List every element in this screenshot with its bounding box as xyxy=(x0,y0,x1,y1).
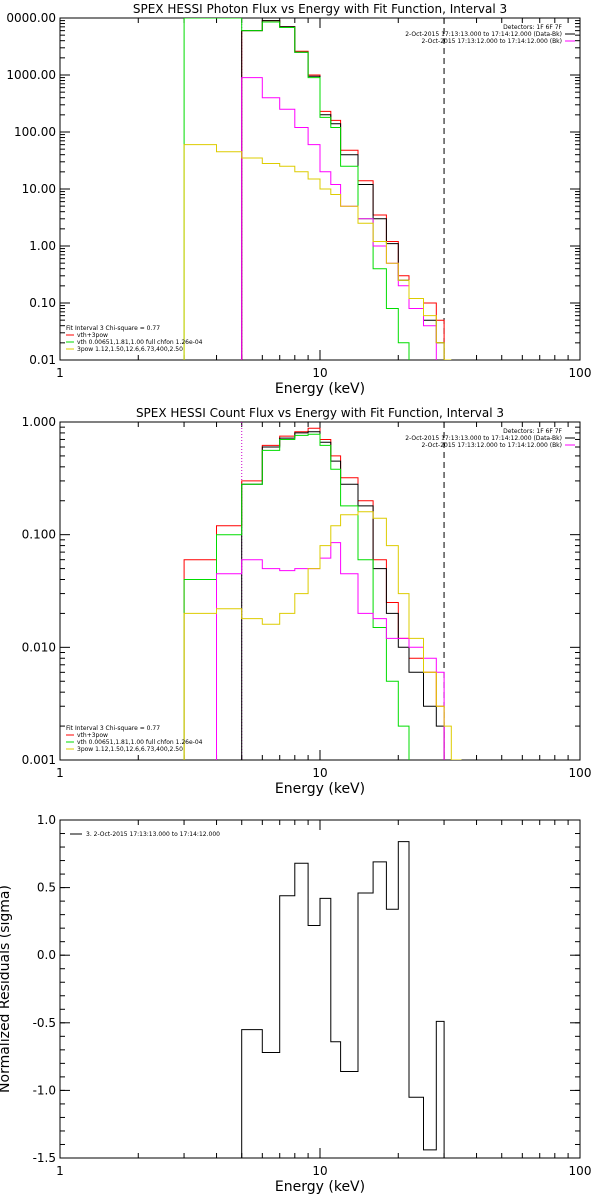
panel-2-legend-entry: 3pow 1.12,1.50,12.6,6.73,400,2.50 xyxy=(77,746,183,753)
panel-3-ytick-label: 1.0 xyxy=(37,813,56,827)
panel-2-info-line: Detectors: 1F 6F 7F xyxy=(503,428,562,435)
panel-2-title: SPEX HESSI Count Flux vs Energy with Fit… xyxy=(136,406,504,420)
panel-2-xtick-label: 100 xyxy=(569,766,592,780)
series-data xyxy=(241,431,445,760)
panel-1-legend-entry: Fit Interval 3 Chi-square = 0.77 xyxy=(66,325,160,332)
series-vth-3pow xyxy=(241,20,445,360)
series-3pow-low xyxy=(183,144,452,360)
panel-1-ytick-label: 0.01 xyxy=(29,353,56,367)
panel-2-ytick-label: 0.010 xyxy=(22,640,56,654)
panel-2-xtick-label: 1 xyxy=(56,766,64,780)
panel-1-ytick-label: 10.00 xyxy=(22,182,56,196)
panel-1-xtick-label: 10 xyxy=(312,366,327,380)
panel-2-xlabel: Energy (keV) xyxy=(275,781,365,797)
panel-1-xtick-label: 1 xyxy=(56,366,64,380)
panel-2-xtick-label: 10 xyxy=(312,766,327,780)
series-vth xyxy=(183,433,410,760)
panel-2-legend-entry: vth+3pow xyxy=(77,732,108,739)
panel-3-ytick-label: 0.0 xyxy=(37,948,56,962)
panel-3-frame xyxy=(59,819,581,1159)
panel-1-info-line: Detectors: 1F 6F 7F xyxy=(503,24,562,31)
panel-3-ytick-label: -0.5 xyxy=(33,1016,56,1030)
series-3pow xyxy=(216,542,445,760)
panel-3-xlabel: Energy (keV) xyxy=(275,1179,365,1195)
panel-1-series-group xyxy=(183,18,452,360)
panel-1-ytick-label: 0000.00 xyxy=(6,11,56,25)
series-vth xyxy=(183,18,410,360)
series-data xyxy=(241,20,445,360)
panel-2-ytick-label: 1.000 xyxy=(22,415,56,429)
panel-1-legend-entry: vth+3pow xyxy=(77,332,108,339)
panel-1-info-line: 2-Oct-2015 17:13:12.000 to 17:14:12.000 … xyxy=(422,38,563,45)
panel-2-ytick-label: 0.001 xyxy=(22,753,56,767)
panel-1-xtick-label: 100 xyxy=(569,366,592,380)
panel-3-xtick-label: 1 xyxy=(56,1164,64,1178)
panel-3-ylabel: Normalized Residuals (sigma) xyxy=(0,885,13,1093)
panel-2-frame xyxy=(59,421,581,761)
series-3-2-oct-2015-17-13-13-000-to-17-14-12-000 xyxy=(241,841,445,1158)
panel-1-ytick-label: 100.00 xyxy=(14,125,56,139)
panel-3-series-group xyxy=(241,841,445,1158)
panel-1-info-line: 2-Oct-2015 17:13:13.000 to 17:14:12.000 … xyxy=(405,31,562,38)
panel-1-ytick-label: 1000.00 xyxy=(6,68,56,82)
panel-2-info-line: 2-Oct-2015 17:13:13.000 to 17:14:12.000 … xyxy=(405,435,562,442)
panel-3-ytick-label: -1.5 xyxy=(33,1151,56,1165)
panel-3-ytick-label: 0.5 xyxy=(37,881,56,895)
panel-3-ytick-label: -1.0 xyxy=(33,1083,56,1097)
panel-2-ytick-label: 0.100 xyxy=(22,528,56,542)
series-vth-3pow xyxy=(183,427,445,760)
series-3pow-low xyxy=(183,511,462,760)
panel-2-series-group xyxy=(183,427,462,760)
panel-3-legend-entry: 3. 2-Oct-2015 17:13:13.000 to 17:14:12.0… xyxy=(86,831,220,838)
panel-1-legend-entry: vth 0.00651,1.81,1.00 full chfon 1.26e-0… xyxy=(77,339,203,346)
panel-3-xtick-label: 10 xyxy=(312,1164,327,1178)
panel-1-title: SPEX HESSI Photon Flux vs Energy with Fi… xyxy=(133,2,507,16)
panel-1-ytick-label: 1.00 xyxy=(29,239,56,253)
panel-1-ytick-label: 0.10 xyxy=(29,296,56,310)
panel-1-legend-entry: 3pow 1.12,1.50,12.6,6.73,400,2.50 xyxy=(77,346,183,353)
panel-2-legend-entry: Fit Interval 3 Chi-square = 0.77 xyxy=(66,725,160,732)
panel-3-xtick-label: 100 xyxy=(569,1164,592,1178)
panel-1-xlabel: Energy (keV) xyxy=(275,381,365,397)
panel-2-info-line: 2-Oct-2015 17:13:12.000 to 17:14:12.000 … xyxy=(422,442,563,449)
panel-2-legend-entry: vth 0.00651,1.81,1.00 full chfon 1.26e-0… xyxy=(77,739,203,746)
